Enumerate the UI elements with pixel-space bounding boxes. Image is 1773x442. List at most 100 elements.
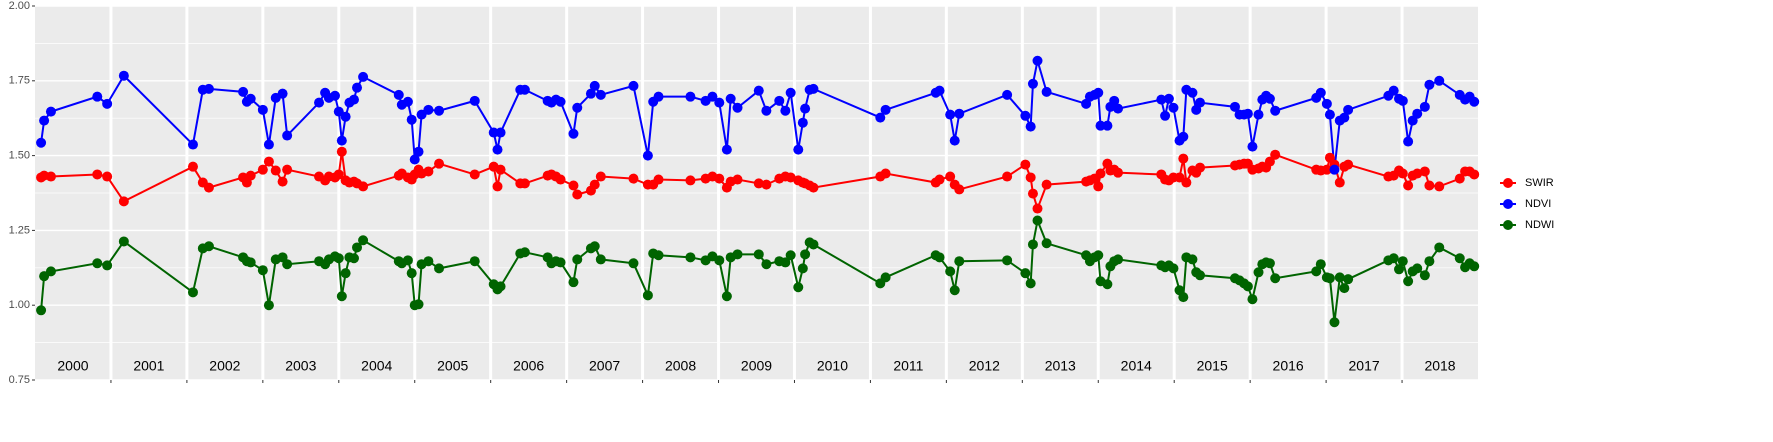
point: [1469, 169, 1480, 180]
year-label: 2006: [513, 358, 544, 374]
point: [1412, 263, 1423, 274]
year-label: 2010: [817, 358, 848, 374]
year-label: 2017: [1349, 358, 1380, 374]
point: [555, 257, 566, 268]
point: [595, 254, 606, 265]
point: [1020, 159, 1031, 170]
point: [653, 174, 664, 185]
point: [1343, 159, 1354, 170]
point: [102, 171, 113, 182]
point: [1403, 276, 1414, 287]
point: [1324, 109, 1335, 120]
point: [352, 82, 363, 93]
point: [589, 179, 600, 190]
point: [352, 242, 363, 253]
point: [568, 277, 579, 288]
legend-label: SWIR: [1525, 177, 1554, 189]
point: [1002, 171, 1013, 182]
point: [340, 111, 351, 122]
point: [793, 144, 804, 155]
point: [434, 158, 445, 169]
point: [1454, 253, 1465, 264]
point: [1339, 283, 1350, 294]
point: [945, 266, 956, 277]
point: [1002, 89, 1013, 100]
point: [595, 171, 606, 182]
point: [92, 169, 103, 180]
year-label: 2007: [589, 358, 620, 374]
point: [277, 88, 288, 99]
point: [92, 91, 103, 102]
point: [1412, 108, 1423, 119]
point: [495, 281, 506, 292]
point: [1270, 149, 1281, 160]
point: [423, 104, 434, 115]
point: [568, 128, 579, 139]
point: [1181, 177, 1192, 188]
point: [1027, 78, 1038, 89]
point: [434, 105, 445, 116]
point: [732, 174, 743, 185]
point: [949, 285, 960, 296]
point: [118, 236, 129, 247]
point: [628, 80, 639, 91]
point: [1343, 274, 1354, 285]
point: [1321, 164, 1332, 175]
point: [336, 146, 347, 157]
point: [187, 287, 198, 298]
point: [555, 96, 566, 107]
point: [954, 108, 965, 119]
point: [934, 252, 945, 263]
year-label: 2005: [437, 358, 468, 374]
point: [1469, 96, 1480, 107]
point: [118, 70, 129, 81]
point: [714, 255, 725, 266]
point: [1403, 136, 1414, 147]
point: [282, 164, 293, 175]
point: [257, 104, 268, 115]
year-label: 2012: [969, 358, 1000, 374]
point: [1388, 253, 1399, 264]
point: [753, 178, 764, 189]
point: [1041, 238, 1052, 249]
point: [1321, 98, 1332, 109]
point: [1002, 255, 1013, 266]
point: [263, 156, 274, 167]
point: [753, 85, 764, 96]
point: [555, 174, 566, 185]
point: [875, 112, 886, 123]
point: [714, 97, 725, 108]
legend-marker: [1503, 178, 1513, 188]
point: [1403, 180, 1414, 191]
point: [1315, 87, 1326, 98]
point: [934, 85, 945, 96]
point: [1102, 120, 1113, 131]
point: [1229, 101, 1240, 112]
point: [1264, 156, 1275, 167]
point: [92, 258, 103, 269]
point: [495, 164, 506, 175]
point: [257, 265, 268, 276]
point: [1424, 256, 1435, 267]
point: [1253, 109, 1264, 120]
point: [1020, 268, 1031, 279]
point: [1032, 55, 1043, 66]
point: [519, 178, 530, 189]
point: [519, 247, 530, 258]
point: [774, 95, 785, 106]
point: [653, 91, 664, 102]
point: [245, 170, 256, 181]
point: [519, 84, 530, 95]
point: [1178, 153, 1189, 164]
point: [761, 105, 772, 116]
point: [1174, 172, 1185, 183]
point: [1242, 108, 1253, 119]
point: [1093, 181, 1104, 192]
point: [1454, 173, 1465, 184]
point: [333, 106, 344, 117]
point: [721, 291, 732, 302]
year-label: 2004: [361, 358, 392, 374]
point: [1334, 272, 1345, 283]
point: [685, 252, 696, 263]
